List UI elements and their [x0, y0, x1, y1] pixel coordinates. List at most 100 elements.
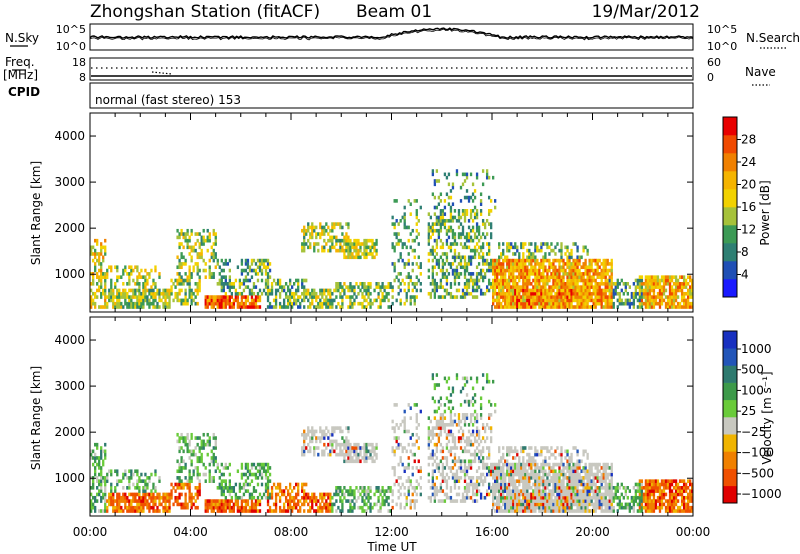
power-cell — [574, 295, 577, 299]
power-cell — [196, 255, 199, 260]
power-cell — [367, 291, 370, 296]
power-cell — [349, 301, 352, 306]
power-cell — [92, 278, 95, 283]
power-cell — [475, 209, 479, 213]
power-cell — [238, 301, 242, 306]
velocity-cell — [371, 442, 374, 447]
power-cell — [487, 195, 491, 200]
power-cell — [584, 298, 587, 303]
velocity-cell — [449, 446, 453, 450]
power-cell — [522, 245, 525, 250]
power-cell — [246, 265, 250, 270]
velocity-cell — [329, 502, 332, 507]
power-cell — [407, 262, 410, 266]
power-cell — [94, 238, 97, 243]
power-cell — [152, 301, 155, 306]
velocity-cell — [359, 505, 362, 510]
power-cell — [307, 291, 310, 296]
power-cell — [564, 262, 567, 266]
power-cell — [246, 305, 250, 309]
velocity-cell — [317, 509, 320, 513]
power-cell — [630, 301, 633, 306]
power-cell — [154, 305, 157, 309]
power-cell — [208, 268, 211, 273]
power-cell — [224, 262, 227, 266]
power-cell — [562, 288, 565, 293]
velocity-cell — [467, 399, 471, 404]
power-cell — [496, 298, 499, 303]
velocity-cell — [186, 442, 189, 447]
velocity-cell — [186, 486, 189, 490]
velocity-cell — [180, 466, 183, 470]
velocity-cell — [339, 452, 342, 457]
velocity-cell — [136, 482, 139, 487]
power-cell — [487, 288, 491, 293]
power-cell — [349, 305, 352, 309]
velocity-cell — [329, 495, 332, 500]
velocity-cell — [459, 426, 463, 430]
power-cell — [136, 282, 139, 286]
power-cell — [343, 255, 346, 260]
velocity-cell — [132, 509, 135, 513]
power-cell — [266, 265, 270, 270]
power-cell — [403, 301, 406, 306]
velocity-cell — [397, 476, 400, 480]
power-cell — [498, 268, 501, 273]
power-cell — [329, 305, 332, 309]
velocity-cell — [222, 499, 225, 503]
velocity-cell — [467, 449, 471, 454]
power-cell — [487, 252, 491, 256]
velocity-cell — [226, 502, 229, 507]
power-cell — [435, 242, 439, 246]
velocity-cell — [375, 442, 378, 447]
velocity-cell — [435, 449, 439, 454]
power-cell — [475, 225, 479, 230]
velocity-cell — [132, 499, 135, 503]
power-cell — [315, 242, 318, 246]
power-cell — [524, 258, 527, 263]
velocity-cell — [250, 472, 254, 477]
velocity-cell — [208, 442, 211, 447]
velocity-cell — [154, 472, 157, 477]
power-cell — [528, 301, 531, 306]
power-cell — [369, 238, 372, 243]
power-cell — [489, 199, 493, 203]
power-cell — [148, 305, 151, 309]
power-cell — [544, 255, 547, 260]
velocity-cell — [250, 509, 254, 513]
velocity-cell — [114, 509, 117, 513]
power-cell — [399, 252, 402, 256]
power-cell — [453, 238, 457, 243]
power-cell — [98, 288, 101, 293]
power-cell — [407, 275, 410, 279]
power-cell — [610, 288, 613, 293]
power-cell — [473, 189, 477, 193]
velocity-cell — [455, 422, 459, 427]
velocity-cell — [246, 502, 250, 507]
power-cell — [459, 258, 463, 263]
velocity-cell — [305, 436, 308, 440]
power-cell — [341, 285, 344, 289]
power-cell — [415, 235, 418, 240]
power-cell — [297, 305, 300, 309]
power-cell — [415, 199, 418, 203]
power-cell — [590, 278, 593, 283]
power-cell — [278, 278, 282, 283]
power-cell — [242, 305, 246, 309]
power-cell — [347, 305, 350, 309]
power-cell — [192, 298, 195, 303]
power-cell — [120, 305, 123, 309]
power-cell — [682, 298, 686, 303]
power-cell — [397, 272, 400, 276]
power-cell — [417, 218, 420, 223]
velocity-cell — [110, 499, 113, 503]
velocity-cell — [218, 476, 221, 480]
power-cell — [680, 282, 684, 286]
power-cell — [606, 295, 609, 299]
velocity-cell — [182, 502, 185, 507]
velocity-cell — [427, 439, 430, 444]
velocity-cell — [393, 452, 396, 457]
power-cell — [182, 255, 185, 260]
power-cell — [508, 272, 511, 276]
power-cell — [106, 275, 109, 279]
